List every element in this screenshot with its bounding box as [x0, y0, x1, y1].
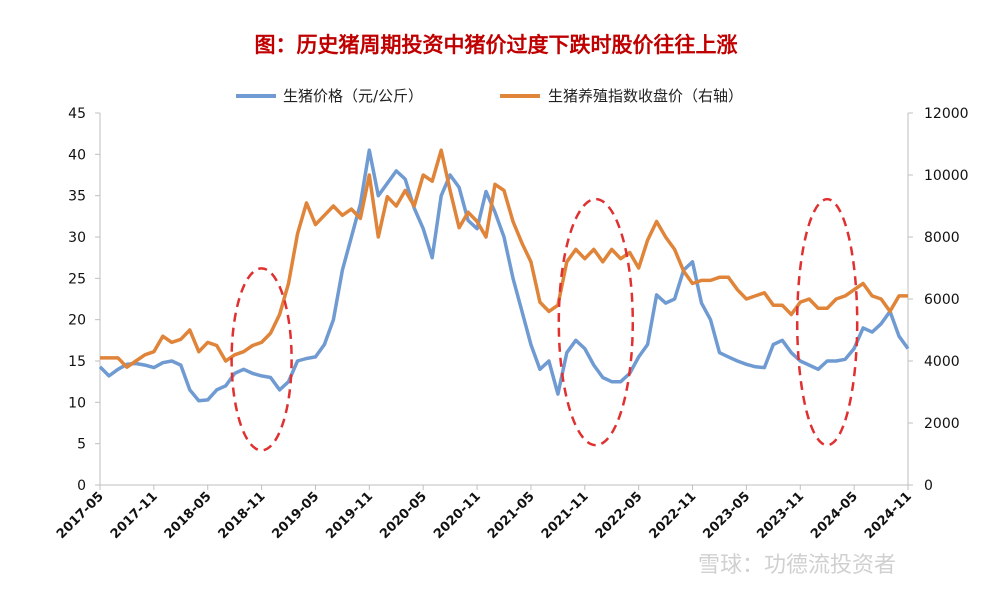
right-tick-label: 8000: [924, 230, 960, 246]
legend-label-pig-price: 生猪价格（元/公斤）: [283, 87, 423, 105]
x-tick-label: 2024-11: [862, 489, 915, 542]
x-tick-label: 2022-11: [647, 489, 700, 542]
dashed-ellipse-annotation: [230, 267, 293, 452]
x-tick-label: 2019-05: [269, 489, 322, 542]
right-tick-label: 2000: [924, 416, 960, 432]
series-line-pig-price: [98, 148, 910, 403]
x-tick-label: 2023-11: [754, 489, 807, 542]
x-tick-label: 2020-11: [431, 489, 484, 542]
legend-label-index: 生猪养殖指数收盘价（右轴）: [548, 87, 743, 105]
left-tick-label: 0: [77, 478, 86, 494]
x-tick-label: 2018-11: [216, 489, 269, 542]
left-tick-label: 35: [68, 189, 86, 205]
x-tick-label: 2020-05: [377, 489, 430, 542]
right-tick-label: 6000: [924, 292, 960, 308]
series-line-index: [100, 148, 908, 369]
dashed-ellipse-annotation: [795, 197, 859, 447]
right-tick-label: 0: [924, 478, 933, 494]
watermark: 雪球：功德流投资者: [698, 553, 896, 578]
left-tick-label: 20: [68, 313, 86, 329]
x-tick-label: 2019-11: [323, 489, 376, 542]
right-tick-label: 10000: [924, 168, 969, 184]
x-tick-label: 2021-05: [485, 489, 538, 542]
left-tick-label: 10: [68, 395, 86, 411]
legend: 生猪价格（元/公斤） 生猪养殖指数收盘价（右轴）: [236, 87, 743, 105]
right-tick-label: 12000: [924, 106, 969, 122]
annotations: [230, 197, 859, 452]
x-tick-label: 2023-05: [700, 489, 753, 542]
left-tick-label: 5: [77, 437, 86, 453]
dashed-ellipse-annotation: [557, 197, 635, 447]
x-tick-label: 2017-11: [108, 489, 161, 542]
right-tick-label: 4000: [924, 354, 960, 370]
series-group: [98, 148, 910, 403]
left-tick-label: 25: [68, 271, 86, 287]
x-tick-label: 2021-11: [539, 489, 592, 542]
x-tick-label: 2022-05: [593, 489, 646, 542]
left-tick-label: 45: [68, 106, 86, 122]
left-tick-label: 40: [68, 147, 86, 163]
x-tick-label: 2024-05: [808, 489, 861, 542]
left-tick-label: 15: [68, 354, 86, 370]
axes: 0 5 10 15 20 25 30 35 40 45 0 2000 4000 6000 8000 10000…: [54, 106, 969, 542]
x-tick-label: 2017-05: [54, 489, 107, 542]
chart-title: 图：历史猪周期投资中猪价过度下跌时股价往往上涨: [255, 33, 738, 57]
x-tick-label: 2018-05: [162, 489, 215, 542]
left-tick-label: 30: [68, 230, 86, 246]
